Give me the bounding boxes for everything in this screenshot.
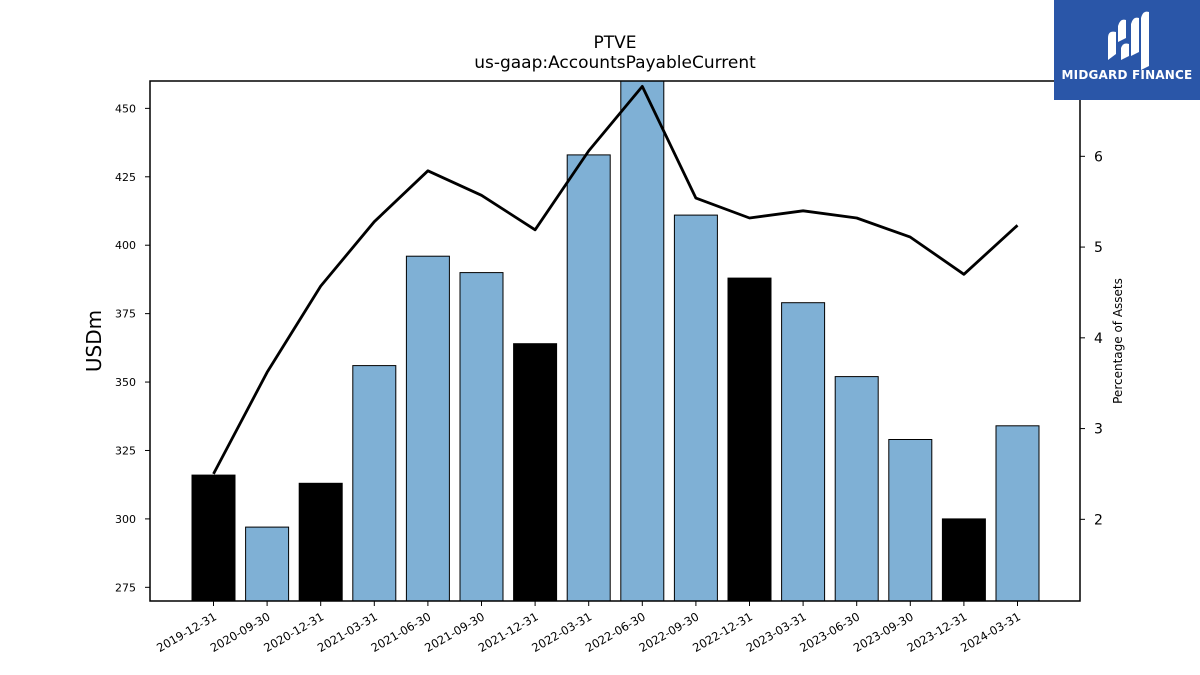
y-axis-ticks: 275 300 325 350 375 400 425 450	[115, 102, 150, 594]
midgard-finance-logo: MIDGARD FINANCE	[1054, 0, 1200, 100]
x-tick-label: 2022-03-31	[529, 609, 594, 655]
x-tick-label: 2022-09-30	[637, 609, 702, 655]
x-tick-label: 2023-06-30	[797, 609, 862, 655]
y2-tick-label: 2	[1094, 512, 1103, 528]
x-tick-label: 2019-12-31	[154, 609, 219, 655]
bar-2021-12-31	[513, 343, 558, 602]
bar-2019-12-31	[191, 474, 236, 602]
x-tick-label: 2023-03-31	[744, 609, 809, 655]
x-tick-label: 2024-03-31	[958, 609, 1023, 655]
y2-tick-label: 5	[1094, 240, 1103, 256]
x-tick-label: 2021-03-31	[315, 609, 380, 655]
bar-2022-12-31	[727, 277, 772, 602]
y-tick-label: 425	[115, 171, 136, 184]
y-tick-label: 400	[115, 239, 136, 252]
bar-2023-06-30	[834, 376, 879, 602]
x-axis-ticks: 2019-12-312020-09-302020-12-312021-03-31…	[154, 601, 1023, 655]
bar-2020-12-31	[298, 482, 343, 602]
bar-2021-09-30	[459, 272, 504, 602]
bar-2022-03-31	[566, 154, 611, 602]
bar-2022-09-30	[673, 214, 718, 602]
y-tick-label: 350	[115, 376, 136, 389]
bar-2022-06-30	[620, 80, 665, 602]
y-tick-label: 300	[115, 513, 136, 526]
bar-2021-03-31	[352, 365, 397, 602]
bar-2020-09-30	[245, 526, 290, 602]
bar-2023-03-31	[781, 302, 826, 602]
y2-axis-label: Percentage of Assets	[1111, 278, 1125, 404]
y-tick-label: 325	[115, 444, 136, 457]
y-tick-label: 450	[115, 102, 136, 115]
y2-axis-ticks: 2 3 4 5 6	[1080, 149, 1103, 528]
bar-2023-12-31	[941, 518, 986, 602]
bar-group	[191, 80, 1040, 602]
y2-tick-label: 6	[1094, 149, 1103, 165]
chart-subtitle: us-gaap:AccountsPayableCurrent	[474, 53, 756, 73]
y-tick-label: 275	[115, 581, 136, 594]
x-tick-label: 2022-12-31	[690, 609, 755, 655]
y2-tick-label: 4	[1094, 331, 1103, 347]
chart-title: PTVE	[593, 33, 636, 53]
x-tick-label: 2021-06-30	[369, 609, 434, 655]
bar-2024-03-31	[995, 425, 1040, 602]
x-tick-label: 2020-12-31	[261, 609, 326, 655]
logo-text: MIDGARD FINANCE	[1061, 68, 1193, 82]
percentage-line	[212, 85, 1019, 475]
bar-2023-09-30	[888, 439, 933, 602]
y2-tick-label: 3	[1094, 422, 1103, 438]
y-tick-label: 375	[115, 308, 136, 321]
y-axis-label: USDm	[82, 310, 106, 372]
logo-mark-icon	[1108, 11, 1149, 71]
x-tick-label: 2021-12-31	[476, 609, 541, 655]
x-tick-label: 2020-09-30	[208, 609, 273, 655]
x-tick-label: 2022-06-30	[583, 609, 648, 655]
line-group	[212, 85, 1019, 475]
x-tick-label: 2023-09-30	[851, 609, 916, 655]
x-tick-label: 2021-09-30	[422, 609, 487, 655]
plot-frame	[149, 80, 1081, 602]
x-tick-label: 2023-12-31	[905, 609, 970, 655]
bar-2021-06-30	[405, 255, 450, 602]
